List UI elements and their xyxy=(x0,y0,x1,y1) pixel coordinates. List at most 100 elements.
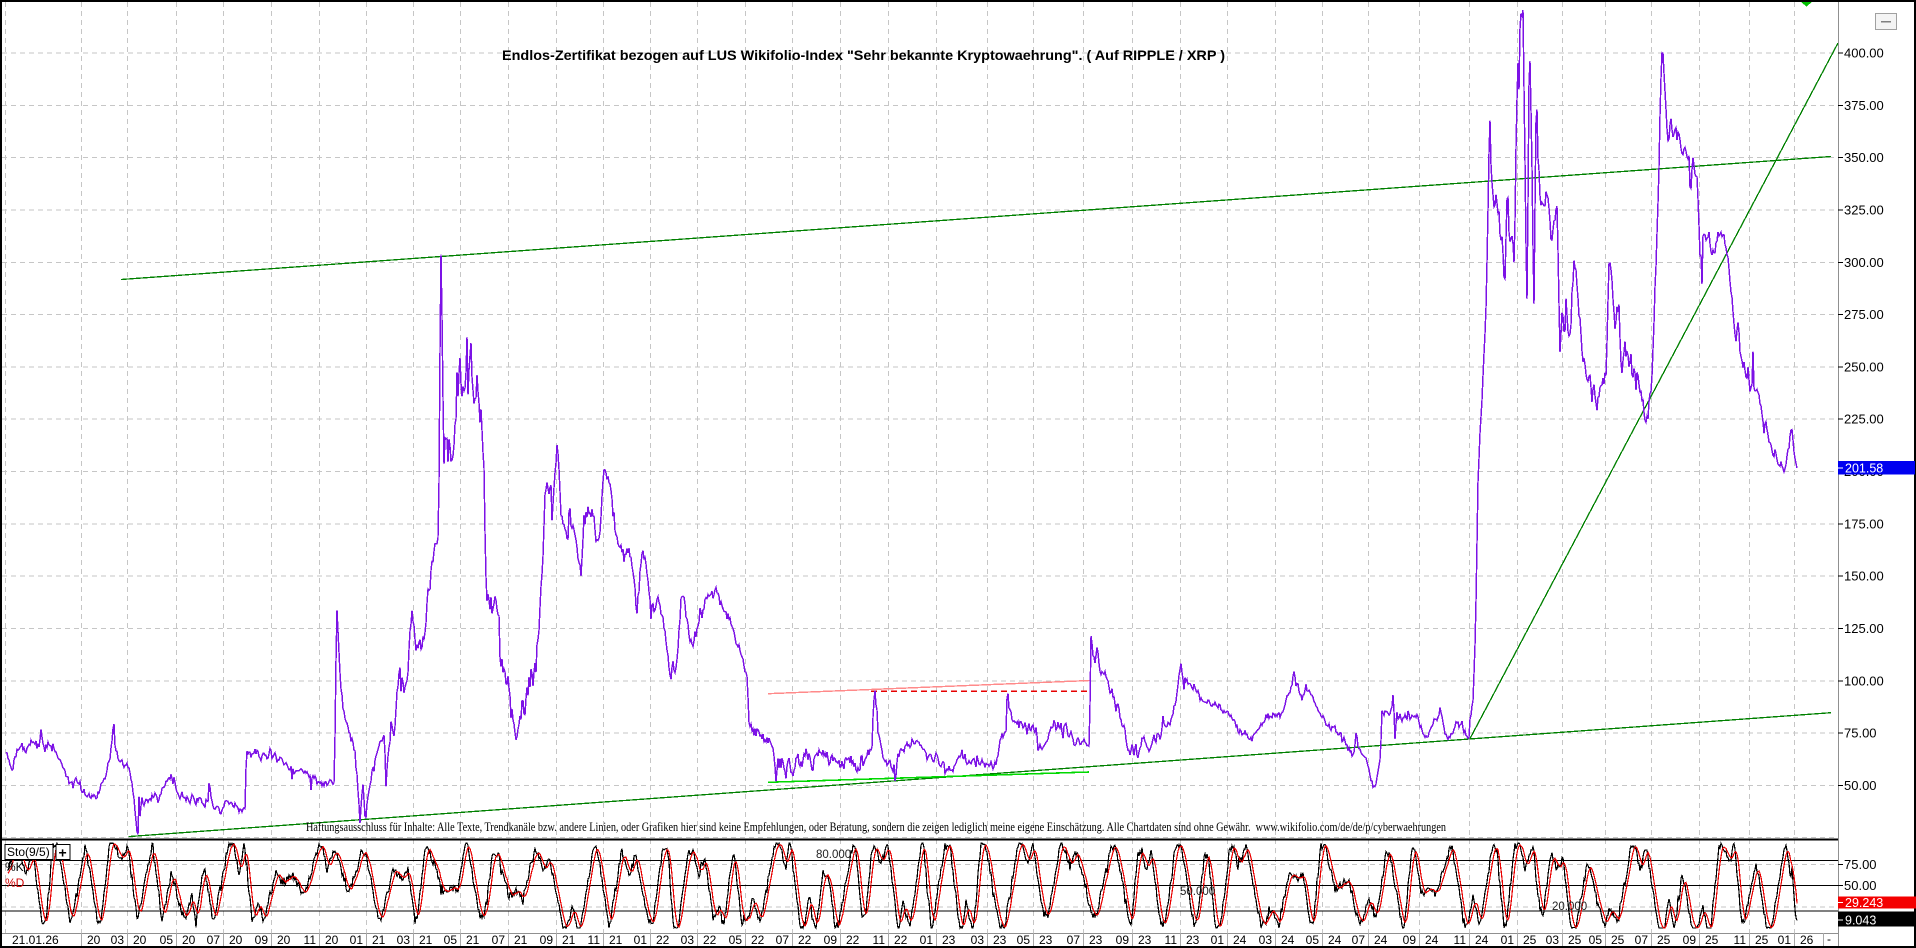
svg-text:100.00: 100.00 xyxy=(1844,673,1884,688)
svg-text:22: 22 xyxy=(894,933,908,947)
svg-text:80.000: 80.000 xyxy=(816,849,851,861)
svg-text:25: 25 xyxy=(1657,933,1671,947)
svg-text:Haftungsausschluss für Inhalte: Haftungsausschluss für Inhalte: Alle Tex… xyxy=(306,820,1447,834)
svg-text:24: 24 xyxy=(1374,933,1388,947)
svg-text:125.00: 125.00 xyxy=(1844,621,1884,636)
svg-text:05: 05 xyxy=(1589,933,1603,947)
svg-text:21: 21 xyxy=(372,933,386,947)
svg-text:05: 05 xyxy=(1306,933,1320,947)
svg-text:+: + xyxy=(59,845,67,861)
svg-text:225.00: 225.00 xyxy=(1844,412,1884,427)
svg-text:09: 09 xyxy=(824,933,838,947)
svg-text:150.00: 150.00 xyxy=(1844,569,1884,584)
svg-text:20: 20 xyxy=(325,933,339,947)
svg-text:25: 25 xyxy=(1523,933,1537,947)
svg-text:11: 11 xyxy=(1454,933,1467,947)
svg-text:24: 24 xyxy=(1281,933,1295,947)
svg-text:03: 03 xyxy=(1546,933,1560,947)
svg-text:24: 24 xyxy=(1425,933,1439,947)
svg-text:09: 09 xyxy=(1116,933,1130,947)
svg-text:23: 23 xyxy=(993,933,1007,947)
svg-text:22: 22 xyxy=(751,933,765,947)
svg-text:24: 24 xyxy=(1328,933,1342,947)
svg-text:75.00: 75.00 xyxy=(1844,857,1877,872)
svg-text:20: 20 xyxy=(277,933,291,947)
svg-text:05: 05 xyxy=(444,933,458,947)
svg-text:23: 23 xyxy=(1186,933,1200,947)
svg-text:Endlos-Zertifikat bezogen auf: Endlos-Zertifikat bezogen auf LUS Wikifo… xyxy=(502,47,1225,63)
svg-text:21.01.26: 21.01.26 xyxy=(12,933,59,947)
svg-text:09: 09 xyxy=(1403,933,1417,947)
svg-text:25: 25 xyxy=(1755,933,1769,947)
svg-text:50.00: 50.00 xyxy=(1844,878,1877,893)
svg-text:21: 21 xyxy=(609,933,623,947)
svg-text:Sto(9/5): Sto(9/5) xyxy=(7,845,50,859)
svg-text:11: 11 xyxy=(304,933,317,947)
svg-text:01: 01 xyxy=(350,933,364,947)
svg-text:21: 21 xyxy=(562,933,576,947)
svg-text:07: 07 xyxy=(1067,933,1081,947)
svg-text:24: 24 xyxy=(1233,933,1247,947)
svg-text:21: 21 xyxy=(514,933,528,947)
svg-text:23: 23 xyxy=(1089,933,1103,947)
svg-text:03: 03 xyxy=(397,933,411,947)
svg-text:01: 01 xyxy=(1211,933,1225,947)
svg-text:400.00: 400.00 xyxy=(1844,46,1884,61)
svg-text:%K: %K xyxy=(5,860,24,874)
svg-text:20: 20 xyxy=(87,933,101,947)
svg-text:20: 20 xyxy=(182,933,196,947)
svg-text:07: 07 xyxy=(1352,933,1366,947)
svg-text:-: - xyxy=(1827,932,1831,946)
svg-text:07: 07 xyxy=(776,933,790,947)
svg-text:22: 22 xyxy=(656,933,670,947)
svg-text:175.00: 175.00 xyxy=(1844,516,1884,531)
svg-text:23: 23 xyxy=(1039,933,1053,947)
svg-text:275.00: 275.00 xyxy=(1844,307,1884,322)
svg-text:03: 03 xyxy=(681,933,695,947)
svg-text:21: 21 xyxy=(466,933,480,947)
svg-text:26: 26 xyxy=(1800,933,1814,947)
svg-text:325.00: 325.00 xyxy=(1844,202,1884,217)
svg-text:01: 01 xyxy=(1778,933,1792,947)
svg-text:24: 24 xyxy=(1475,933,1489,947)
svg-text:375.00: 375.00 xyxy=(1844,98,1884,113)
svg-text:25: 25 xyxy=(1568,933,1582,947)
svg-text:21: 21 xyxy=(419,933,433,947)
svg-text:201.58: 201.58 xyxy=(1845,462,1883,476)
svg-text:03: 03 xyxy=(1259,933,1273,947)
svg-text:22: 22 xyxy=(846,933,860,947)
svg-text:05: 05 xyxy=(160,933,174,947)
svg-text:9.043: 9.043 xyxy=(1845,913,1876,927)
svg-text:07: 07 xyxy=(1635,933,1649,947)
svg-text:05: 05 xyxy=(729,933,743,947)
svg-text:05: 05 xyxy=(1017,933,1031,947)
svg-text:29.243: 29.243 xyxy=(1845,896,1883,910)
svg-text:300.00: 300.00 xyxy=(1844,255,1884,270)
svg-text:09: 09 xyxy=(1683,933,1697,947)
svg-text:23: 23 xyxy=(1138,933,1152,947)
svg-text:07: 07 xyxy=(207,933,221,947)
svg-text:11: 11 xyxy=(873,933,886,947)
svg-text:22: 22 xyxy=(703,933,717,947)
svg-text:20: 20 xyxy=(133,933,147,947)
svg-text:75.00: 75.00 xyxy=(1844,726,1877,741)
svg-text:25: 25 xyxy=(1611,933,1625,947)
svg-text:03: 03 xyxy=(111,933,125,947)
svg-text:22: 22 xyxy=(798,933,812,947)
svg-text:50.00: 50.00 xyxy=(1844,778,1877,793)
svg-text:%D: %D xyxy=(5,876,25,890)
svg-text:11: 11 xyxy=(588,933,601,947)
svg-text:01: 01 xyxy=(920,933,934,947)
svg-text:25: 25 xyxy=(1705,933,1719,947)
svg-text:01: 01 xyxy=(634,933,648,947)
svg-text:23: 23 xyxy=(942,933,956,947)
svg-text:20.000: 20.000 xyxy=(1552,901,1587,913)
svg-text:09: 09 xyxy=(540,933,554,947)
svg-text:350.00: 350.00 xyxy=(1844,150,1884,165)
svg-text:09: 09 xyxy=(255,933,269,947)
svg-text:250.00: 250.00 xyxy=(1844,359,1884,374)
svg-text:07: 07 xyxy=(492,933,506,947)
svg-text:50.000: 50.000 xyxy=(1180,886,1215,898)
svg-text:20: 20 xyxy=(229,933,243,947)
svg-text:01: 01 xyxy=(1501,933,1515,947)
